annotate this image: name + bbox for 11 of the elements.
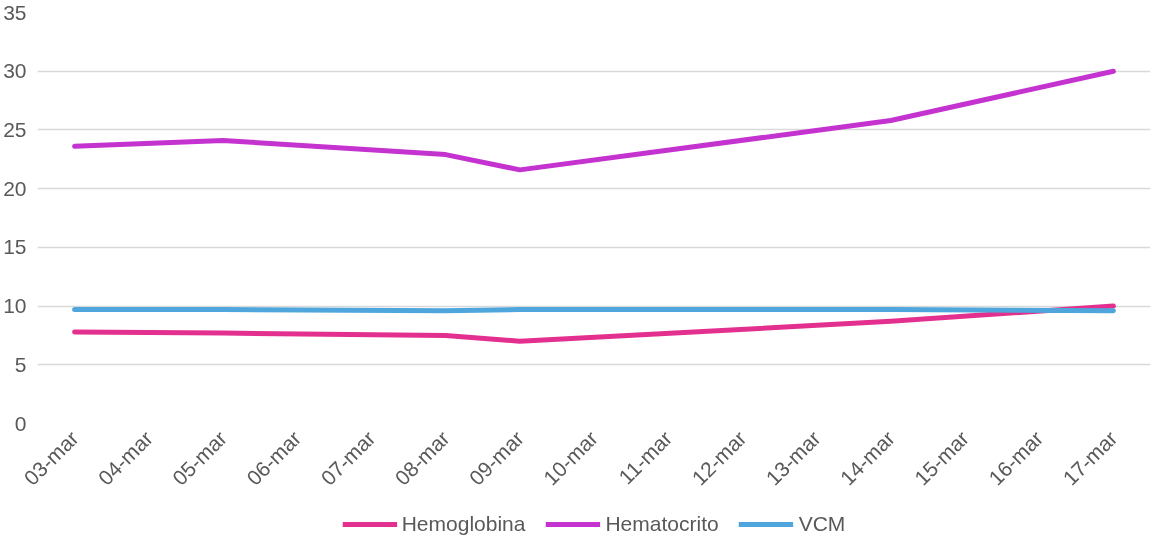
y-tick-label: 25 xyxy=(3,117,27,141)
y-tick-label: 5 xyxy=(14,352,27,376)
legend-label: VCM xyxy=(798,512,846,536)
legend-label: Hematocrito xyxy=(605,512,719,536)
y-tick-label: 20 xyxy=(3,176,27,200)
y-tick-label: 0 xyxy=(14,411,27,435)
y-tick-label: 35 xyxy=(3,0,27,24)
y-tick-label: 30 xyxy=(3,59,27,83)
y-tick-label: 10 xyxy=(3,294,27,318)
y-tick-label: 15 xyxy=(3,235,27,259)
legend-label: Hemoglobina xyxy=(401,512,526,536)
